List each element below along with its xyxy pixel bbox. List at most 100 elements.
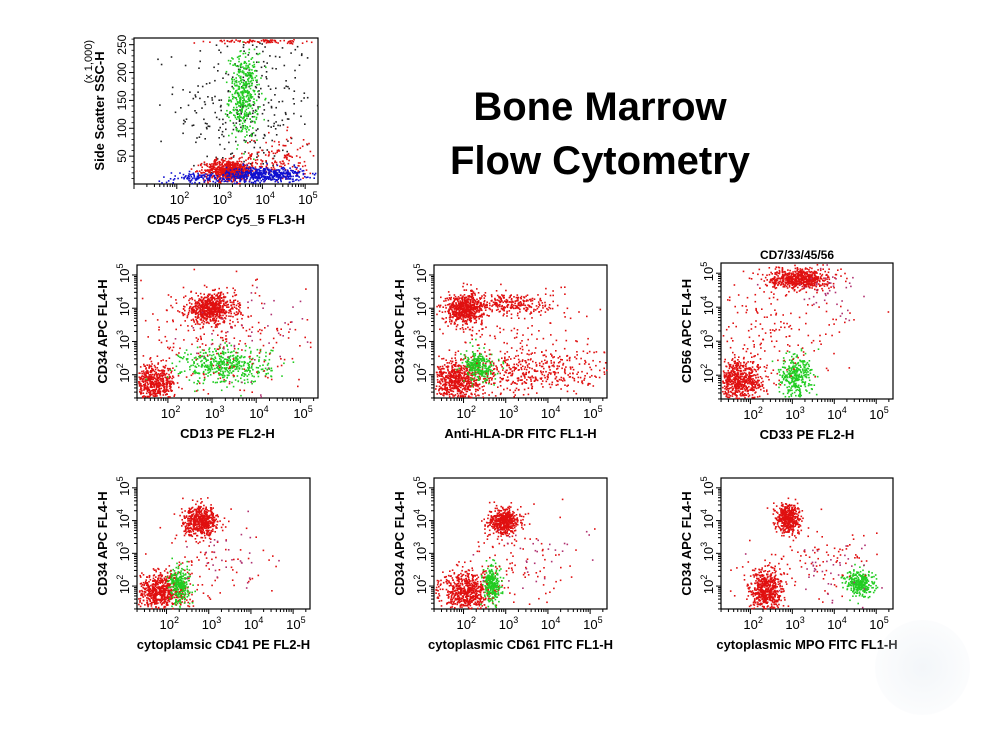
event-dot bbox=[223, 367, 226, 370]
event-dot bbox=[200, 162, 203, 165]
event-dot bbox=[226, 306, 228, 308]
event-dot bbox=[200, 164, 202, 167]
event-dot bbox=[248, 328, 251, 331]
event-dot bbox=[237, 103, 239, 105]
event-dot bbox=[162, 380, 165, 383]
event-dot bbox=[218, 303, 220, 305]
event-dot bbox=[235, 304, 238, 307]
event-dot bbox=[208, 350, 211, 353]
event-dot bbox=[225, 338, 228, 340]
event-dot bbox=[248, 71, 251, 74]
event-dot bbox=[240, 179, 242, 181]
event-dot bbox=[194, 371, 197, 374]
event-dot bbox=[206, 359, 208, 362]
event-dot bbox=[258, 171, 261, 174]
event-dot bbox=[233, 83, 236, 85]
event-dot bbox=[253, 140, 256, 142]
event-dot bbox=[190, 353, 192, 355]
event-dot bbox=[204, 122, 207, 125]
event-dot bbox=[149, 371, 151, 373]
event-dot bbox=[546, 307, 548, 310]
event-dot bbox=[203, 362, 206, 365]
event-dot bbox=[260, 66, 263, 69]
event-dot bbox=[140, 393, 142, 395]
event-dot bbox=[517, 312, 519, 315]
event-dot bbox=[248, 48, 251, 51]
event-dot bbox=[510, 294, 512, 296]
event-dot bbox=[208, 302, 211, 305]
event-dot bbox=[218, 168, 220, 171]
event-dot bbox=[251, 331, 253, 333]
event-dot bbox=[436, 313, 438, 316]
event-dot bbox=[290, 42, 293, 44]
event-dot bbox=[151, 367, 153, 370]
event-dot bbox=[252, 116, 255, 118]
event-dot bbox=[238, 120, 241, 122]
event-dot bbox=[503, 307, 505, 310]
event-dot bbox=[186, 177, 188, 180]
event-dot bbox=[174, 111, 177, 114]
event-dot bbox=[264, 173, 267, 176]
event-dot bbox=[252, 181, 255, 184]
event-dot bbox=[211, 354, 213, 357]
event-dot bbox=[265, 66, 267, 69]
event-dot bbox=[470, 313, 472, 315]
event-dot bbox=[223, 376, 225, 379]
event-dot bbox=[256, 112, 259, 115]
event-dot bbox=[459, 328, 462, 330]
event-dot bbox=[240, 119, 242, 122]
event-dot bbox=[506, 299, 509, 302]
event-dot bbox=[214, 160, 217, 163]
event-dot bbox=[245, 105, 247, 108]
event-dot bbox=[247, 381, 249, 384]
event-dot bbox=[245, 42, 247, 44]
event-dot bbox=[471, 326, 474, 329]
event-dot bbox=[239, 105, 241, 107]
event-dot bbox=[199, 50, 202, 52]
event-dot bbox=[141, 297, 144, 300]
event-dot bbox=[205, 164, 208, 166]
event-dot bbox=[215, 302, 218, 305]
event-dot bbox=[143, 385, 145, 388]
event-dot bbox=[248, 365, 250, 368]
event-dot bbox=[204, 169, 206, 171]
event-dot bbox=[297, 179, 300, 182]
event-dot bbox=[208, 368, 210, 371]
event-dot bbox=[267, 119, 270, 122]
event-dot bbox=[188, 308, 191, 310]
event-dot bbox=[280, 167, 283, 170]
event-dot bbox=[203, 172, 206, 174]
event-dot bbox=[257, 106, 259, 108]
event-dot bbox=[145, 367, 147, 369]
event-dot bbox=[250, 315, 252, 317]
event-dot bbox=[178, 360, 181, 363]
event-dot bbox=[227, 166, 230, 168]
event-dot bbox=[271, 139, 273, 142]
event-dot bbox=[200, 338, 202, 341]
event-dot bbox=[461, 301, 464, 304]
event-dot bbox=[232, 156, 235, 158]
event-dot bbox=[222, 171, 225, 173]
event-dot bbox=[212, 306, 215, 308]
event-dot bbox=[219, 294, 222, 296]
event-dot bbox=[162, 372, 165, 375]
event-dot bbox=[159, 384, 161, 387]
event-dot bbox=[471, 290, 474, 292]
event-dot bbox=[184, 295, 187, 297]
event-dot bbox=[183, 339, 185, 341]
event-dot bbox=[191, 307, 194, 310]
event-dot bbox=[231, 351, 233, 353]
event-dot bbox=[240, 62, 242, 65]
event-dot bbox=[252, 177, 255, 180]
event-dot bbox=[206, 127, 208, 130]
event-dot bbox=[224, 158, 227, 160]
event-dot bbox=[266, 39, 268, 42]
event-dot bbox=[213, 313, 215, 316]
event-dot bbox=[220, 51, 222, 54]
event-dot bbox=[246, 71, 249, 74]
event-dot bbox=[262, 364, 264, 366]
event-dot bbox=[216, 306, 218, 309]
y-tick-exponent: 2 bbox=[115, 363, 125, 368]
event-dot bbox=[242, 106, 245, 109]
event-dot bbox=[227, 371, 229, 373]
